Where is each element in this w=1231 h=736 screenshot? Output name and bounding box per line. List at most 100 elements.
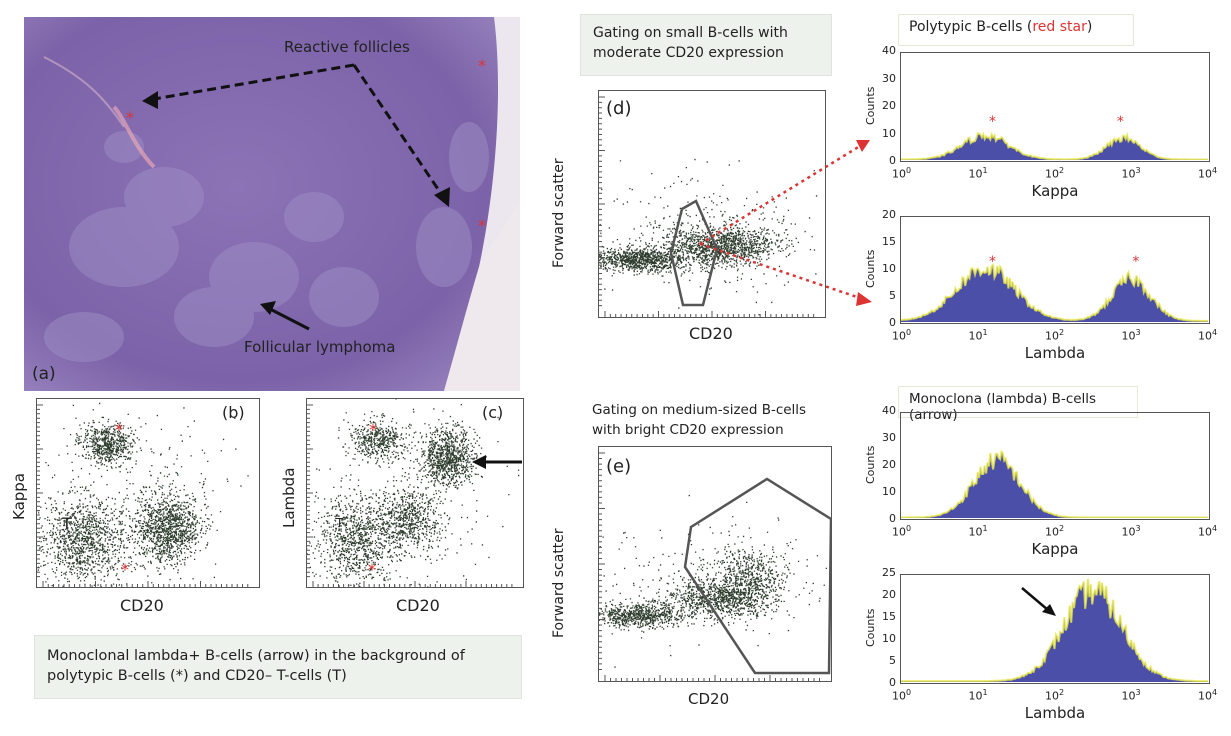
histogram-1 (900, 52, 1210, 162)
histogram-area (901, 579, 1208, 682)
scatter-b-dots (0, 402, 308, 633)
scatter-dots (567, 494, 909, 674)
scatter-plot-e (567, 446, 909, 682)
y-tick-label: 20 (882, 99, 896, 112)
y-tick-label: 40 (882, 404, 896, 417)
x-tick-base: 10 (1045, 525, 1059, 539)
x-tick-exponent: 1 (982, 166, 988, 175)
star-marker: * (368, 560, 376, 579)
x-tick-label: 104 (1198, 688, 1217, 703)
y-tick-label: 5 (889, 654, 896, 667)
x-tick-base: 10 (968, 689, 983, 703)
star-marker: * (478, 56, 486, 75)
gate-polygon (683, 477, 833, 675)
x-tick-base: 10 (892, 689, 906, 703)
histogram-area (901, 451, 1208, 518)
x-tick-exponent: 3 (1135, 328, 1141, 337)
y-tick-label: 10 (882, 126, 896, 140)
histogram-xlabel: Lambda (1024, 704, 1086, 722)
star-marker: * (478, 216, 486, 235)
x-tick-exponent: 2 (1059, 688, 1065, 697)
x-tick-label: 102 (1045, 524, 1064, 539)
scatter-e-dots (567, 452, 909, 681)
hist-top-title: Polytypic B-cells (red star) (898, 14, 1134, 46)
histogram-bars (901, 131, 1208, 161)
x-tick-label: 101 (969, 166, 988, 181)
x-tick-exponent: 2 (1059, 328, 1065, 337)
x-tick-label: 103 (1122, 328, 1141, 343)
y-tick-label: 25 (882, 566, 896, 579)
x-tick-exponent: 4 (1212, 328, 1218, 337)
x-tick-label: 100 (892, 166, 911, 181)
x-tick-base: 10 (1198, 167, 1212, 181)
scatter-b-xlabel: CD20 (120, 596, 164, 615)
y-tick-label: 0 (889, 512, 896, 525)
axis-ticks (37, 404, 249, 587)
y-tick-label: 15 (882, 235, 896, 248)
scatter-c-ylabel: Lambda (280, 467, 298, 528)
x-tick-exponent: 0 (906, 328, 912, 337)
x-tick-label: 103 (1122, 166, 1141, 181)
histogram-xlabel: Kappa (1031, 540, 1079, 558)
hist-top-title-highlight: red star (1032, 19, 1087, 35)
y-tick-label: 20 (882, 458, 896, 471)
x-tick-exponent: 4 (1212, 166, 1218, 175)
x-tick-base: 10 (892, 525, 906, 539)
histogram-ylabel: Counts (864, 249, 877, 288)
panel-e-label: (e) (606, 456, 632, 477)
histogram-bars (901, 578, 1208, 683)
star-marker: * (115, 420, 123, 439)
histogram-xlabel: Kappa (1031, 182, 1079, 200)
star-marker: * (1132, 254, 1140, 270)
gate-link-arrows (699, 140, 872, 306)
scatter-plot-c (266, 374, 546, 694)
histogram-ylabel: Counts (864, 86, 877, 125)
histogram-bars (901, 449, 1208, 519)
x-tick-label: 100 (892, 524, 911, 539)
x-tick-base: 10 (968, 167, 983, 181)
x-tick-label: 104 (1198, 328, 1217, 343)
y-tick-label: 0 (889, 316, 896, 329)
gate-polygon (669, 199, 719, 307)
x-tick-label: 104 (1198, 166, 1217, 181)
x-tick-label: 101 (969, 688, 988, 703)
y-tick-label: 20 (882, 208, 896, 221)
star-marker: * (369, 420, 377, 439)
histogram-edge (900, 262, 1208, 322)
histogram-edge (901, 449, 1208, 519)
x-tick-base: 10 (1198, 525, 1212, 539)
t-cell-label: T (62, 514, 72, 533)
y-tick-label: 10 (882, 262, 896, 275)
histogram-xlabel: Lambda (1024, 344, 1086, 362)
histogram-3 (900, 412, 1210, 520)
y-tick-label: 5 (889, 289, 896, 302)
scatter-plot-b (0, 398, 308, 633)
y-tick-label: 0 (889, 154, 896, 167)
axis-ticks (307, 404, 513, 587)
x-tick-exponent: 4 (1212, 688, 1218, 697)
y-tick-label: 0 (889, 676, 896, 689)
histogram-ylabel: Counts (864, 608, 877, 647)
star-marker: * (126, 108, 134, 127)
x-tick-label: 100 (892, 328, 911, 343)
x-tick-exponent: 3 (1135, 688, 1141, 697)
scatter-e-ylabel: Forward scatter (551, 528, 567, 638)
x-tick-label: 100 (892, 688, 911, 703)
x-tick-exponent: 0 (906, 524, 912, 533)
scatter-dots (541, 140, 968, 316)
x-tick-exponent: 0 (906, 688, 912, 697)
x-tick-base: 10 (1045, 689, 1059, 703)
histogram-4 (900, 574, 1210, 684)
panel-d-label: (d) (606, 98, 632, 119)
x-tick-base: 10 (1198, 329, 1212, 343)
scatter-d-xlabel: CD20 (689, 324, 733, 343)
monoclonal-arrow (472, 455, 522, 469)
scatter-c-xlabel: CD20 (396, 596, 440, 615)
histogram-edge (901, 131, 1208, 161)
follicular-lymphoma-label: Follicular lymphoma (244, 338, 396, 356)
x-tick-label: 102 (1045, 328, 1064, 343)
y-tick-label: 10 (882, 632, 896, 645)
histogram-2 (900, 216, 1210, 324)
x-tick-base: 10 (1198, 689, 1212, 703)
scatter-d-dots (541, 96, 968, 317)
